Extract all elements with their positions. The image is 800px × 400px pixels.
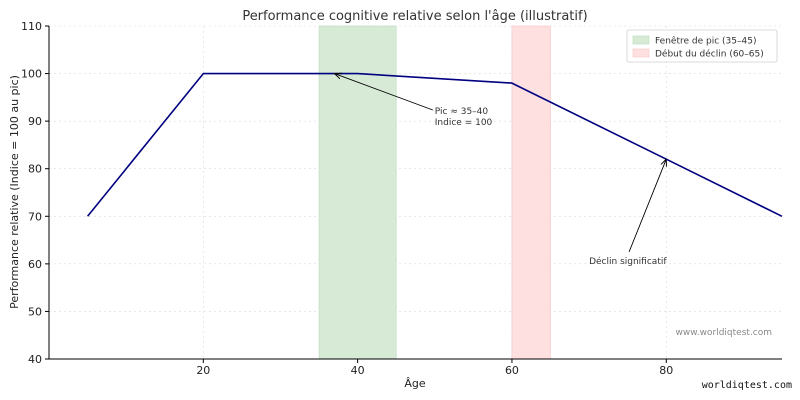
y-tick-label: 90 — [28, 115, 42, 128]
annotations: Pic ≈ 35–40 Indice = 100 Déclin significat… — [334, 74, 667, 267]
y-tick-label: 100 — [21, 68, 42, 81]
band-rect — [511, 25, 551, 360]
y-tick-label: 40 — [28, 353, 42, 366]
footer-mark: worldiqtest.com — [702, 380, 792, 391]
watermark: www.worldiqtest.com — [676, 328, 772, 338]
x-tick-label: 40 — [351, 364, 365, 377]
y-tick-label: 110 — [21, 20, 42, 33]
legend-swatch — [632, 48, 650, 58]
legend-swatch — [632, 35, 650, 45]
y-tick-label: 70 — [28, 210, 42, 223]
annotation-arrow — [334, 74, 433, 111]
band-rect — [318, 25, 397, 360]
annotation-text: Déclin significatif — [589, 256, 667, 267]
legend-box — [626, 29, 778, 63]
y-tick-label: 60 — [28, 258, 42, 271]
x-tick-label: 20 — [196, 364, 210, 377]
y-tick-label: 80 — [28, 163, 42, 176]
series — [86, 72, 783, 218]
annotation-text: Pic ≈ 35–40 Indice = 100 — [435, 107, 493, 128]
chart-title: Performance cognitive relative selon l'â… — [242, 9, 587, 24]
annotation-line: Indice = 100 — [435, 118, 493, 128]
annotation-line: Pic ≈ 35–40 — [435, 107, 489, 117]
x-axis-title: Âge — [404, 377, 426, 390]
x-tick-label: 60 — [505, 364, 519, 377]
axes: 20 40 60 80 40 50 60 70 80 90 100 110 — [21, 20, 782, 377]
legend-label: Fenêtre de pic (35–45) — [655, 36, 756, 47]
grid — [49, 25, 782, 360]
y-axis-title: Performance relative (Indice = 100 au pi… — [8, 75, 21, 309]
legend-label: Début du déclin (60–65) — [655, 49, 764, 60]
legend: Fenêtre de pic (35–45) Début du déclin (6… — [626, 29, 778, 63]
annotation-line: Déclin significatif — [589, 256, 667, 267]
y-tick-label: 50 — [28, 305, 42, 318]
series-line — [86, 72, 783, 218]
x-tick-label: 80 — [659, 364, 673, 377]
bands — [318, 25, 551, 360]
annotation-arrow — [628, 159, 666, 253]
